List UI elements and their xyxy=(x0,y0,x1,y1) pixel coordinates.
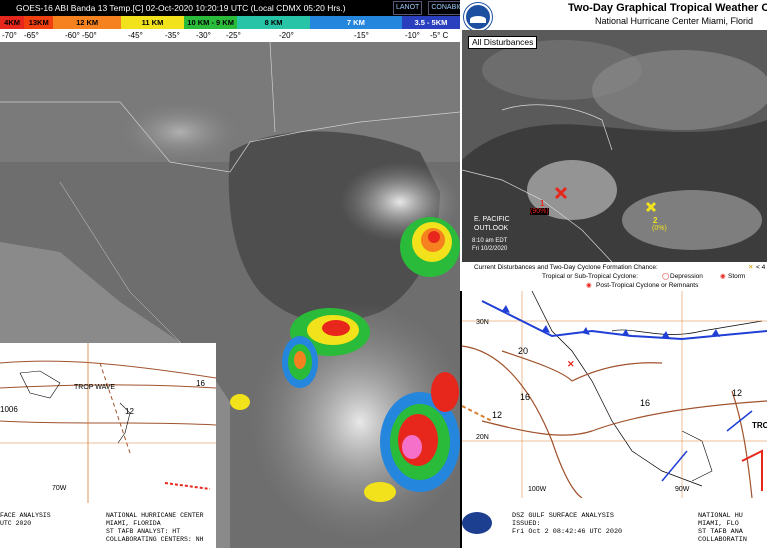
trop-label: TRO xyxy=(752,421,767,430)
isobar-label: 12 xyxy=(492,410,503,420)
band-10-9km: 10 KM - 9 KM xyxy=(184,16,238,29)
longitude-label: 70W xyxy=(52,485,67,492)
disturbance-1-marker[interactable] xyxy=(554,186,568,200)
temp-tick: -45° xyxy=(128,31,143,40)
temperature-scale: -70° -65° -60° -50° -45° -35° -30° -25° … xyxy=(0,29,460,42)
disturbance-2-marker[interactable] xyxy=(645,201,657,213)
svg-text:✕: ✕ xyxy=(567,359,575,369)
isobar-label: 12 xyxy=(732,388,743,398)
time-label-1: 8:10 am EDT xyxy=(472,238,508,244)
pressure-label: 1006 xyxy=(0,405,18,414)
legend-post-tropical: Post-Tropical Cyclone or Remnants xyxy=(596,282,699,289)
depression-icon: ◯ xyxy=(662,273,670,280)
eastpac-label-1: E. PACIFIC xyxy=(474,216,510,223)
disturbance-2-chance: (0%) xyxy=(652,225,667,232)
post-tropical-icon: ◉ xyxy=(586,282,592,289)
time-label-2: Fri 10/2/2020 xyxy=(472,246,508,252)
noaa-logo-icon xyxy=(462,512,492,534)
isobar-label: 16 xyxy=(640,398,651,408)
temp-tick: -35° xyxy=(165,31,180,40)
storm-icon: ◉ xyxy=(720,273,726,280)
legend-depression: Depression xyxy=(670,273,703,280)
inset-trop-wave-label: TROP WAVE xyxy=(74,384,116,391)
height-color-scale: 4KM 13KM 12 KM 11 KM 10 KM - 9 KM 8 KM 7… xyxy=(0,16,460,29)
band-8km: 8 KM xyxy=(237,16,310,29)
outlook-title: Two-Day Graphical Tropical Weather O xyxy=(568,2,767,14)
latitude-label: 30N xyxy=(476,319,489,326)
longitude-label: 100W xyxy=(528,486,547,493)
band-7km: 7 KM xyxy=(309,16,402,29)
temp-tick: -30° xyxy=(196,31,211,40)
noaa-logo-icon xyxy=(464,3,492,31)
outlook-legend: Current Disturbances and Two-Day Cyclone… xyxy=(460,263,767,291)
inset-footer-left: FACE ANALYSIS UTC 2020 xyxy=(0,512,51,527)
isobar-label: 20 xyxy=(518,346,529,356)
surface-analysis-map: ✕ xyxy=(462,291,767,498)
all-disturbances-tab[interactable]: All Disturbances xyxy=(468,36,538,49)
isobar xyxy=(481,400,767,436)
two-day-outlook-panel: Two-Day Graphical Tropical Weather O Nat… xyxy=(460,0,767,291)
temp-tick: -70° xyxy=(2,31,17,40)
surface-footer-left: DSZ GULF SURFACE ANALYSIS ISSUED: Fri Oc… xyxy=(512,512,623,536)
temp-tick: -15° xyxy=(354,31,369,40)
inset-footer-right: NATIONAL HURRICANE CENTER MIAMI, FLORIDA… xyxy=(106,512,204,543)
latitude-label: 20N xyxy=(476,434,489,441)
outlook-subtitle: National Hurricane Center Miami, Florid xyxy=(595,16,754,26)
isobar xyxy=(501,350,663,382)
temp-tick: -65° xyxy=(24,31,39,40)
disturbance-1-chance: (90%) xyxy=(530,208,549,215)
satellite-title: GOES-16 ABI Banda 13 Temp.[C] 02-Oct-202… xyxy=(16,3,346,13)
legend-line-1: Current Disturbances and Two-Day Cyclone… xyxy=(474,264,658,271)
legend-line-2: Tropical or Sub-Tropical Cyclone: xyxy=(542,273,638,280)
isobar-label: 16 xyxy=(520,392,531,402)
eastpac-label-2: OUTLOOK xyxy=(474,225,509,232)
cold-front xyxy=(481,300,767,341)
band-12km: 12 KM xyxy=(53,16,122,29)
disturbance-2-number: 2 xyxy=(653,216,658,225)
band-13km: 13KM xyxy=(24,16,54,29)
isobar xyxy=(731,390,753,498)
isobar-label: 12 xyxy=(125,407,134,416)
outlook-satellite-image xyxy=(462,30,767,262)
temp-tick: -10° xyxy=(405,31,420,40)
legend-storm: Storm xyxy=(728,273,746,280)
convection-mass xyxy=(230,217,460,502)
satellite-header: GOES-16 ABI Banda 13 Temp.[C] 02-Oct-202… xyxy=(0,0,460,16)
legend-low-icon: ✕ xyxy=(748,264,754,271)
temp-tick: -20° xyxy=(279,31,294,40)
band-11km: 11 KM xyxy=(121,16,184,29)
satellite-panel: GOES-16 ABI Banda 13 Temp.[C] 02-Oct-202… xyxy=(0,0,460,548)
band-3-5km: 3.5 - 5KM xyxy=(401,16,460,29)
longitude-label: 90W xyxy=(675,486,690,493)
temp-tick: -60° -50° xyxy=(65,31,97,40)
lanot-logo: LANOT xyxy=(393,1,423,15)
conabio-logo: CONABIO xyxy=(428,1,460,15)
isobar xyxy=(462,345,583,498)
temp-tick: -25° xyxy=(226,31,241,40)
band-4km: 4KM xyxy=(0,16,25,29)
inset-map xyxy=(0,343,216,503)
isobar-label: 16 xyxy=(196,379,205,388)
gulf-surface-analysis-panel: ✕ 20 16 12 16 12 30N 20N 100W 90W TRO DS… xyxy=(462,291,767,548)
surface-footer-right: NATIONAL HU MIAMI, FLO ST TAFB ANA COLLA… xyxy=(698,512,747,544)
disturbance-1-number: 1 xyxy=(540,199,545,208)
tropical-surface-inset: TROP WAVE 16 12 1006 70W FACE ANALYSIS U… xyxy=(0,343,216,548)
temp-tick: -5° C xyxy=(430,31,449,40)
legend-low-label: < 4 xyxy=(756,264,766,271)
